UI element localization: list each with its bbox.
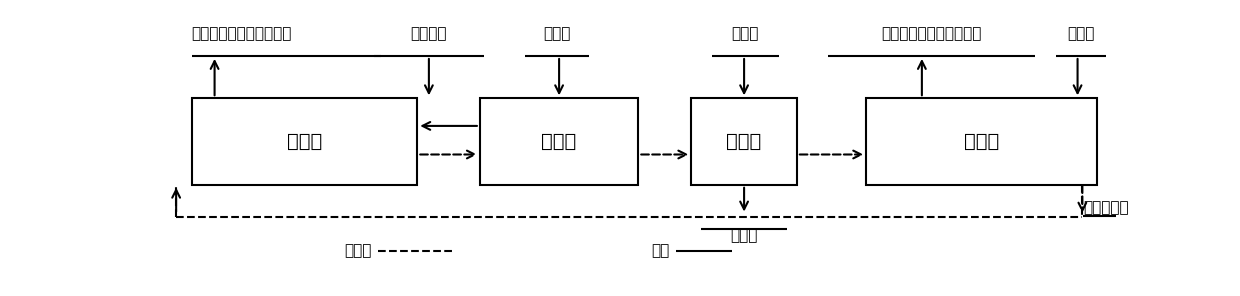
Text: 萃取料液: 萃取料液 (410, 26, 448, 41)
Text: 反萃剂: 反萃剂 (1066, 26, 1094, 41)
Bar (866, 98, 1096, 185)
Text: 洗涤剂: 洗涤剂 (543, 26, 570, 41)
Text: 氧化段: 氧化段 (727, 132, 761, 151)
Text: 有机相: 有机相 (343, 243, 371, 258)
Text: 氧化剂: 氧化剂 (732, 26, 759, 41)
Text: 萃取段: 萃取段 (286, 132, 322, 151)
Text: 洗涤段: 洗涤段 (542, 132, 577, 151)
Bar (191, 98, 418, 185)
Text: 萃余液（纯钨酸铵溶液）: 萃余液（纯钨酸铵溶液） (191, 26, 291, 41)
Text: 反萃段: 反萃段 (963, 132, 999, 151)
Bar (480, 98, 639, 185)
Text: 反后有机相: 反后有机相 (1084, 201, 1128, 215)
Text: 反萃液（纯钼酸铵溶液）: 反萃液（纯钼酸铵溶液） (882, 26, 982, 41)
Text: 水相: 水相 (651, 243, 670, 258)
Text: 氧化液: 氧化液 (730, 228, 758, 243)
Bar (691, 98, 797, 185)
